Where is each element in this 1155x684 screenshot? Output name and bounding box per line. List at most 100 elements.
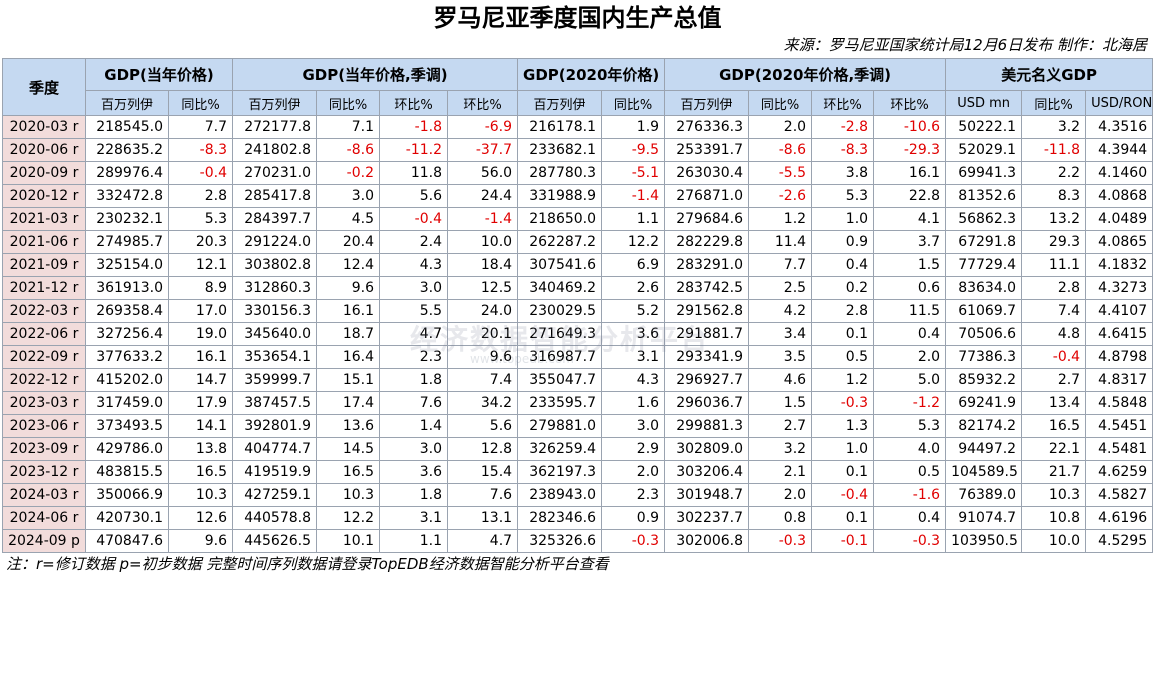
value-cell: -37.7: [446, 138, 519, 162]
value-cell: 1.0: [811, 437, 875, 461]
value-cell: 52029.1: [945, 138, 1023, 162]
value-cell: 14.1: [168, 414, 233, 438]
value-cell: -0.2: [316, 161, 380, 185]
table-row: 2022-03 r 269358.4 17.0 330156.3 16.1 5.5 24.0…: [2, 299, 1154, 323]
value-cell: 4.5295: [1085, 529, 1154, 553]
quarter-cell: 2023-06 r: [2, 414, 86, 438]
value-cell: 361913.0: [85, 276, 169, 300]
table-row: 2020-12 r 332472.8 2.8 285417.8 3.0 5.6 24.4 33…: [2, 184, 1154, 208]
value-cell: 2.2: [1021, 161, 1087, 185]
value-cell: 303206.4: [664, 460, 750, 484]
value-cell: 332472.8: [85, 184, 169, 208]
value-cell: 103950.5: [945, 529, 1023, 553]
value-cell: 2.1: [748, 460, 813, 484]
value-cell: 4.3944: [1085, 138, 1154, 162]
value-cell: 419519.9: [232, 460, 317, 484]
subheader-cell: 同比%: [316, 90, 380, 116]
value-cell: 0.1: [811, 322, 875, 346]
value-cell: 3.8: [811, 161, 875, 185]
value-cell: 12.4: [316, 253, 380, 277]
value-cell: -5.1: [601, 161, 666, 185]
subheader-cell: 百万列伊: [232, 90, 317, 116]
value-cell: 1.8: [379, 368, 448, 392]
value-cell: 18.7: [316, 322, 380, 346]
value-cell: 1.4: [379, 414, 448, 438]
value-cell: 359999.7: [232, 368, 317, 392]
value-cell: 241802.8: [232, 138, 317, 162]
value-cell: 12.8: [446, 437, 519, 461]
quarter-cell: 2021-12 r: [2, 276, 86, 300]
value-cell: 2.0: [601, 460, 666, 484]
table-row: 2020-03 r 218545.0 7.7 272177.8 7.1 -1.8 -6.9 2…: [2, 115, 1154, 139]
value-cell: 279684.6: [664, 207, 750, 231]
value-cell: 345640.0: [232, 322, 317, 346]
value-cell: 7.4: [446, 368, 519, 392]
value-cell: 285417.8: [232, 184, 317, 208]
table-row: 2021-03 r 230232.1 5.3 284397.7 4.5 -0.4 -1.4 2…: [2, 207, 1154, 231]
value-cell: 7.1: [316, 115, 380, 139]
table-row: 2024-06 r 420730.1 12.6 440578.8 12.2 3.1 13.1…: [2, 506, 1154, 530]
value-cell: 4.1: [873, 207, 947, 231]
value-cell: 238943.0: [517, 483, 603, 507]
table-row: 2021-06 r 274985.7 20.3 291224.0 20.4 2.4 10.0…: [2, 230, 1154, 254]
value-cell: 253391.7: [664, 138, 750, 162]
value-cell: 316987.7: [517, 345, 603, 369]
value-cell: 4.3273: [1085, 276, 1154, 300]
value-cell: -10.6: [873, 115, 947, 139]
value-cell: 4.5481: [1085, 437, 1154, 461]
value-cell: 233682.1: [517, 138, 603, 162]
quarter-cell: 2021-03 r: [2, 207, 86, 231]
value-cell: 81352.6: [945, 184, 1023, 208]
value-cell: -29.3: [873, 138, 947, 162]
value-cell: 263030.4: [664, 161, 750, 185]
value-cell: 4.5451: [1085, 414, 1154, 438]
value-cell: 287780.3: [517, 161, 603, 185]
value-cell: 3.0: [379, 276, 448, 300]
value-cell: 276871.0: [664, 184, 750, 208]
value-cell: 4.4107: [1085, 299, 1154, 323]
header-group: GDP(当年价格): [85, 58, 233, 91]
value-cell: 4.0489: [1085, 207, 1154, 231]
value-cell: 16.5: [1021, 414, 1087, 438]
value-cell: -8.3: [168, 138, 233, 162]
value-cell: 1.6: [601, 391, 666, 415]
value-cell: 2.8: [168, 184, 233, 208]
value-cell: 2.5: [748, 276, 813, 300]
value-cell: 271649.3: [517, 322, 603, 346]
value-cell: 270231.0: [232, 161, 317, 185]
value-cell: 2.0: [873, 345, 947, 369]
value-cell: 4.0: [873, 437, 947, 461]
value-cell: 1.9: [601, 115, 666, 139]
value-cell: 6.9: [601, 253, 666, 277]
value-cell: 16.1: [316, 299, 380, 323]
value-cell: 296927.7: [664, 368, 750, 392]
value-cell: 69241.9: [945, 391, 1023, 415]
header-quarter: 季度: [2, 58, 86, 116]
value-cell: 9.6: [316, 276, 380, 300]
value-cell: -0.4: [168, 161, 233, 185]
value-cell: 4.3: [379, 253, 448, 277]
value-cell: 3.2: [1021, 115, 1087, 139]
subheader-cell: USD mn: [945, 90, 1023, 116]
value-cell: 3.0: [379, 437, 448, 461]
value-cell: 56862.3: [945, 207, 1023, 231]
quarter-cell: 2023-12 r: [2, 460, 86, 484]
subheader-cell: 百万列伊: [85, 90, 169, 116]
value-cell: 83634.0: [945, 276, 1023, 300]
value-cell: -11.2: [379, 138, 448, 162]
value-cell: -1.6: [873, 483, 947, 507]
table-row: 2023-09 r 429786.0 13.8 404774.7 14.5 3.0 12.8…: [2, 437, 1154, 461]
value-cell: 34.2: [446, 391, 519, 415]
value-cell: 312860.3: [232, 276, 317, 300]
value-cell: 0.4: [811, 253, 875, 277]
value-cell: 2.0: [748, 115, 813, 139]
value-cell: 5.6: [379, 184, 448, 208]
value-cell: 331988.9: [517, 184, 603, 208]
value-cell: 0.2: [811, 276, 875, 300]
quarter-cell: 2020-12 r: [2, 184, 86, 208]
value-cell: 2.0: [748, 483, 813, 507]
value-cell: 0.4: [873, 506, 947, 530]
value-cell: 5.3: [168, 207, 233, 231]
value-cell: 10.3: [168, 483, 233, 507]
value-cell: 4.0865: [1085, 230, 1154, 254]
